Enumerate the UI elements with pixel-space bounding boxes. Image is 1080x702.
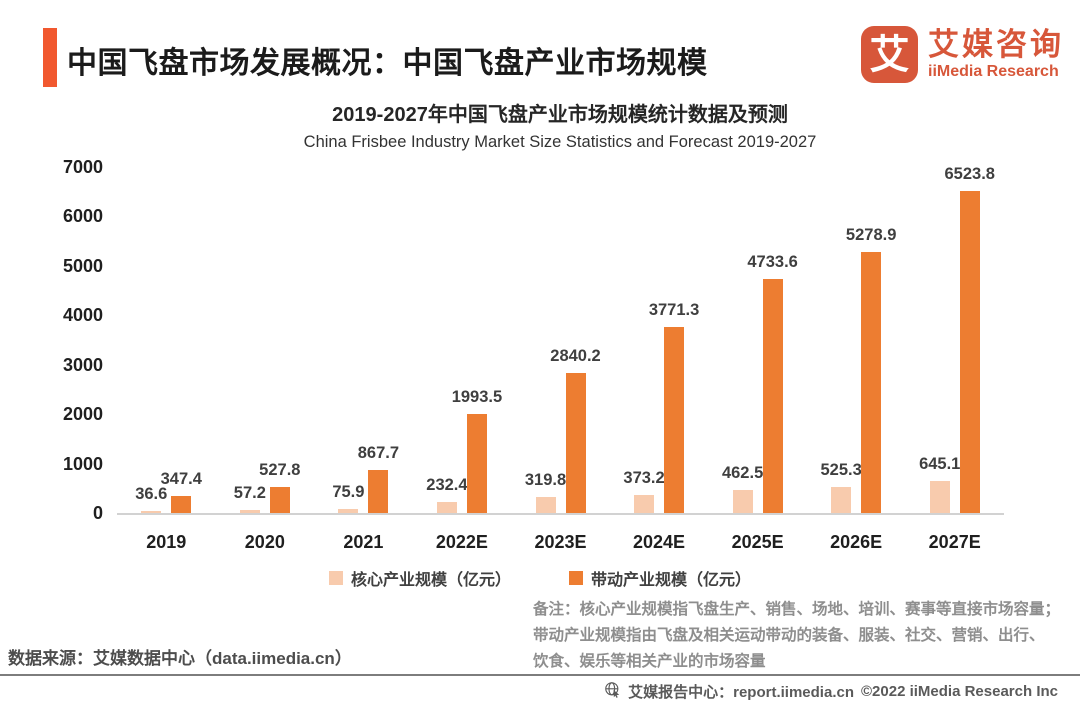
x-axis-label: 2023E	[534, 532, 587, 552]
data-source: 数据来源：艾媒数据中心（data.iimedia.cn）	[8, 649, 352, 668]
iimedia-logo-text: 艾媒咨询 iiMedia Research	[928, 26, 1064, 81]
legend-label: 带动产业规模（亿元）	[591, 572, 752, 589]
x-axis-label: 2025E	[731, 532, 784, 552]
legend-swatch	[569, 571, 583, 585]
bar-core-industry	[436, 502, 457, 513]
x-axis-label: 2021	[343, 532, 384, 552]
y-axis-tick-label: 0	[92, 503, 103, 523]
bar-core-industry	[535, 497, 556, 513]
bar-driven-industry	[565, 373, 586, 513]
bar-value-label: 232.4	[426, 476, 468, 494]
bar-driven-industry	[368, 470, 389, 513]
footer-divider	[0, 674, 1080, 676]
bar-value-label: 5278.9	[845, 226, 897, 244]
bar-value-label: 57.2	[233, 484, 266, 502]
bar-value-label: 75.9	[332, 483, 365, 501]
footer: 艾媒报告中心：report.iimedia.cn ©2022 iiMedia R…	[604, 681, 1058, 702]
bar-value-label: 6523.8	[944, 165, 995, 183]
bar-value-label: 319.8	[524, 471, 567, 489]
bar-core-industry	[239, 510, 260, 513]
legend-swatch	[328, 571, 343, 585]
bar-driven-industry	[269, 487, 290, 513]
bar-core-industry	[338, 509, 359, 513]
legend-item: 带动产业规模（亿元）	[569, 566, 751, 590]
iimedia-logo-icon: 艾	[861, 26, 918, 83]
bar-value-label: 462.5	[721, 464, 764, 482]
legend-label: 核心产业规模（亿元）	[350, 572, 511, 589]
x-axis-label: 2020	[244, 532, 285, 552]
bar-value-label: 373.2	[623, 469, 665, 487]
bar-value-label: 3771.3	[648, 301, 700, 319]
bar-value-label: 527.8	[259, 461, 301, 479]
y-axis-tick-label: 2000	[62, 404, 103, 425]
y-axis-tick-label: 4000	[62, 305, 103, 326]
chart-note: 备注：核心产业规模指飞盘生产、销售、场地、培训、赛事等直接市场容量； 带动产业规…	[533, 601, 1061, 670]
bar-value-label: 1993.5	[451, 388, 503, 406]
bar-driven-industry	[171, 496, 192, 513]
bar-driven-industry	[762, 279, 783, 513]
title-accent-bar	[43, 28, 57, 87]
globe-cursor-icon	[604, 681, 621, 702]
chart-legend: 核心产业规模（亿元） 带动产业规模（亿元）	[0, 566, 1080, 590]
y-axis-tick-label: 6000	[62, 206, 103, 227]
page-title: 中国飞盘市场发展概况：中国飞盘产业市场规模	[67, 47, 708, 80]
iimedia-logo: 艾 艾媒咨询 iiMedia Research	[861, 26, 1064, 83]
bar-driven-industry	[466, 414, 487, 513]
x-axis-label: 2022E	[435, 532, 488, 552]
x-axis-label: 2027E	[928, 532, 981, 552]
bar-driven-industry	[664, 327, 685, 513]
bar-value-label: 4733.6	[747, 253, 798, 271]
x-axis-label: 2019	[146, 532, 187, 552]
bar-driven-industry	[861, 252, 882, 513]
bar-value-label: 525.3	[820, 461, 862, 479]
bar-core-industry	[831, 487, 852, 513]
x-axis-label: 2026E	[830, 532, 883, 552]
logo-name-en: iiMedia Research	[928, 62, 1059, 80]
bar-core-industry	[634, 495, 655, 513]
bar-value-label: 645.1	[919, 455, 961, 473]
y-axis-tick-label: 7000	[62, 157, 103, 177]
legend-item: 核心产业规模（亿元）	[328, 566, 511, 590]
footer-report-center: 艾媒报告中心：report.iimedia.cn	[628, 684, 854, 701]
bar-core-industry	[732, 490, 753, 513]
bar-value-label: 347.4	[160, 470, 202, 488]
logo-name-cn: 艾媒咨询	[928, 26, 1064, 62]
x-axis-line	[117, 513, 1004, 515]
y-axis-tick-label: 1000	[62, 453, 103, 474]
x-axis-label: 2024E	[633, 532, 686, 552]
bar-value-label: 2840.2	[550, 347, 601, 365]
bar-core-industry	[141, 511, 162, 513]
chart-subtitle: China Frisbee Industry Market Size Stati…	[303, 133, 817, 151]
y-axis-tick-label: 3000	[62, 354, 103, 375]
bar-value-label: 867.7	[357, 444, 400, 462]
bar-value-label: 36.6	[135, 485, 168, 503]
bar-core-industry	[929, 481, 950, 513]
bar-driven-industry	[959, 191, 980, 513]
footer-copyright: ©2022 iiMedia Research Inc	[861, 683, 1058, 700]
y-axis-tick-label: 5000	[62, 255, 103, 276]
chart-title: 2019-2027年中国飞盘产业市场规模统计数据及预测	[332, 104, 788, 126]
